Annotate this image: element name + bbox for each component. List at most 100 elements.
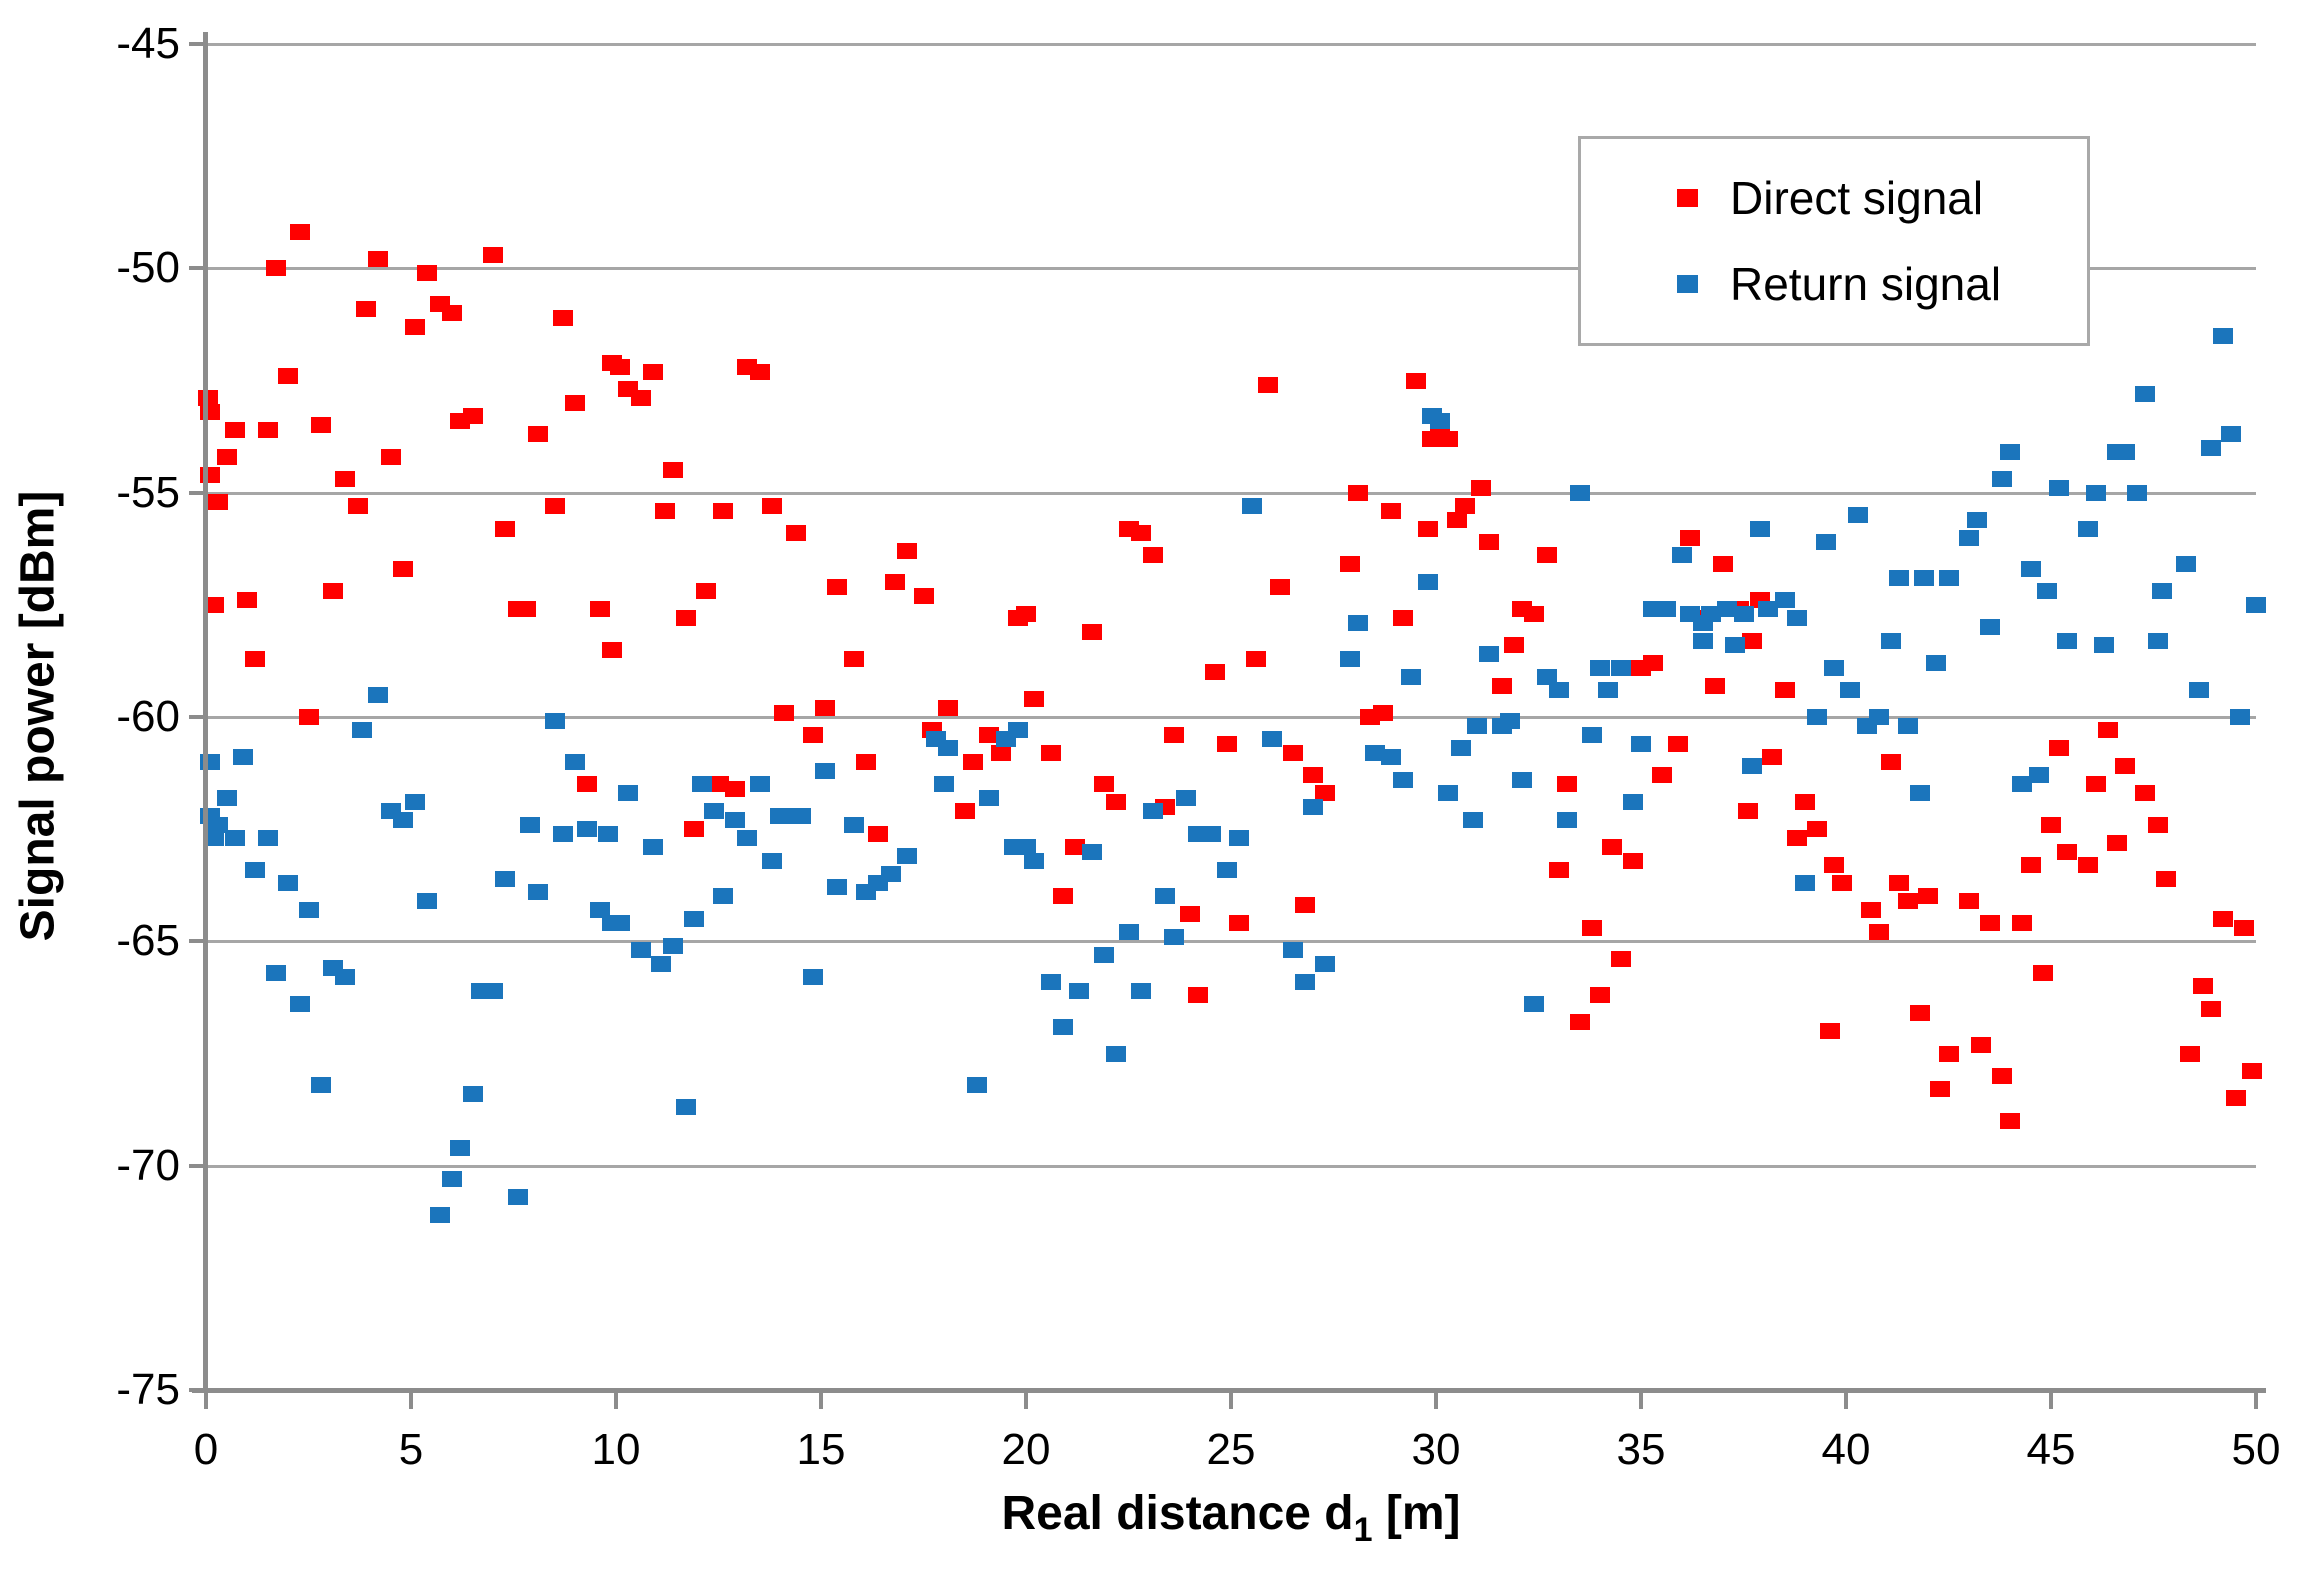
data-point-direct <box>2213 910 2234 927</box>
data-point-return <box>2000 444 2020 461</box>
data-point-direct <box>1860 901 1881 918</box>
data-point-direct <box>392 560 413 577</box>
y-tick--55 <box>189 490 205 495</box>
data-point-direct <box>1040 744 1061 761</box>
data-point-return <box>827 879 848 896</box>
legend-item-return-signal: Return signal <box>1677 257 2087 311</box>
data-point-return <box>675 1099 696 1116</box>
x-tick-label-45: 45 <box>2026 1425 2076 1474</box>
data-point-return <box>1631 735 1651 752</box>
data-point-return <box>704 803 725 820</box>
data-point-direct <box>1282 744 1303 761</box>
data-point-direct <box>642 363 663 380</box>
data-point-return <box>2221 426 2242 443</box>
data-point-direct <box>1979 915 2000 932</box>
data-point-return <box>1040 973 1061 990</box>
data-point-direct <box>1417 520 1438 537</box>
data-point-return <box>1991 471 2012 488</box>
data-point-return <box>2147 632 2168 649</box>
data-point-return <box>1130 982 1151 999</box>
data-point-return <box>392 812 413 829</box>
data-point-return <box>2012 776 2033 793</box>
data-point-direct <box>663 462 684 479</box>
data-point-direct <box>655 502 676 519</box>
data-point-direct <box>1795 794 1815 811</box>
data-point-return <box>1438 785 1459 802</box>
data-point-return <box>528 883 549 900</box>
data-point-return <box>1479 646 1500 663</box>
data-point-return <box>1795 875 1815 891</box>
x-tick-35 <box>1639 1392 1643 1409</box>
data-point-return <box>1655 601 1676 618</box>
data-point-return <box>1241 498 1262 515</box>
data-point-return <box>1093 946 1114 963</box>
data-point-direct <box>2155 870 2176 887</box>
data-point-direct <box>483 246 503 263</box>
data-point-direct <box>1052 888 1073 905</box>
data-point-direct <box>675 610 696 627</box>
data-point-return <box>1881 632 1902 649</box>
data-point-return <box>257 830 278 847</box>
data-point-direct <box>1081 623 1102 640</box>
data-point-direct <box>2147 816 2168 833</box>
data-point-direct <box>610 359 631 376</box>
data-point-direct <box>856 753 877 770</box>
y-tick--60 <box>189 715 205 719</box>
data-point-return <box>1524 996 1545 1013</box>
data-point-return <box>642 839 663 856</box>
y-tick-label--75: -75 <box>116 1365 180 1414</box>
data-point-direct <box>1106 794 1127 811</box>
data-point-direct <box>1643 655 1664 672</box>
data-point-direct <box>1971 1036 1992 1053</box>
data-point-direct <box>208 493 229 510</box>
data-point-return <box>1401 668 1422 685</box>
data-point-return <box>1774 592 1795 609</box>
data-point-direct <box>528 426 549 443</box>
data-point-direct <box>1372 704 1393 721</box>
data-point-direct <box>2233 919 2254 936</box>
data-point-direct <box>1930 1081 1951 1098</box>
data-point-direct <box>224 421 245 438</box>
data-point-direct <box>2020 857 2041 874</box>
data-point-direct <box>257 421 278 438</box>
data-point-direct <box>1188 987 1209 1004</box>
data-point-direct <box>515 601 536 618</box>
data-point-return <box>2213 327 2234 344</box>
data-point-return <box>938 740 959 757</box>
data-point-return <box>245 861 266 878</box>
data-point-direct <box>1536 547 1557 564</box>
x-tick-label-25: 25 <box>1206 1425 1256 1474</box>
data-point-return <box>761 852 782 869</box>
data-point-direct <box>1454 498 1475 515</box>
data-point-direct <box>868 825 889 842</box>
data-point-return <box>429 1207 450 1224</box>
legend-item-direct-signal: Direct signal <box>1677 171 2087 225</box>
data-point-return <box>577 821 598 838</box>
x-axis-title-subscript: 1 <box>1353 1511 1373 1549</box>
data-point-return <box>216 789 237 806</box>
data-point-direct <box>1491 677 1512 694</box>
data-point-return <box>712 888 733 905</box>
data-point-direct <box>1163 726 1184 743</box>
data-point-direct <box>1590 987 1610 1004</box>
data-point-return <box>1840 682 1861 699</box>
data-point-return <box>1450 740 1471 757</box>
x-tick-0 <box>204 1392 208 1409</box>
data-point-return <box>1016 839 1036 856</box>
data-point-direct <box>355 300 376 317</box>
data-point-direct <box>897 542 918 559</box>
data-point-return <box>1216 861 1237 878</box>
data-point-return <box>265 964 286 981</box>
data-point-return <box>966 1076 987 1093</box>
data-point-direct <box>1889 875 1910 891</box>
data-point-return <box>565 753 585 770</box>
data-point-direct <box>2192 978 2213 995</box>
data-point-direct <box>724 780 745 797</box>
x-tick-label-40: 40 <box>1821 1425 1871 1474</box>
data-point-return <box>1889 569 1910 586</box>
x-tick-45 <box>2049 1392 2053 1409</box>
data-point-direct <box>1918 888 1938 905</box>
data-point-return <box>1303 798 1323 815</box>
data-point-direct <box>1741 632 1762 649</box>
data-point-direct <box>1393 610 1414 627</box>
